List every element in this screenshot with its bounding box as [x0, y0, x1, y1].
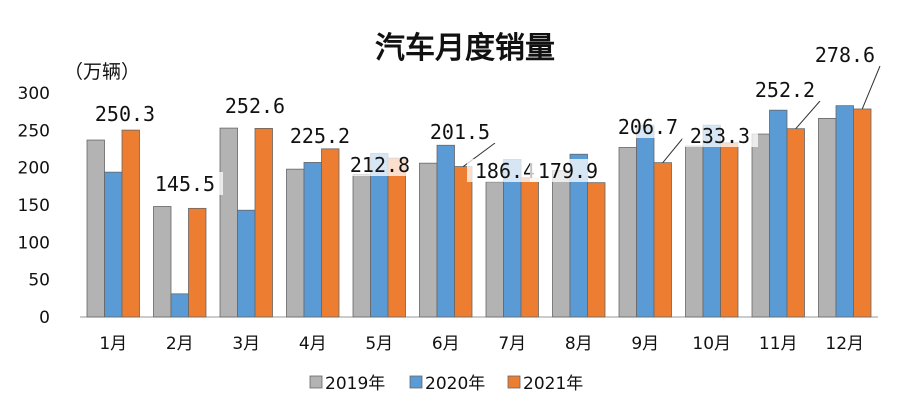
bar-2021年-6月	[454, 166, 473, 318]
leader-line	[861, 65, 881, 110]
data-label-6月: 201.5	[430, 120, 490, 144]
bar-2021年-2月	[188, 207, 207, 318]
legend-swatch	[309, 375, 323, 389]
bar-2020年-7月	[503, 159, 522, 318]
x-tick-label: 11月	[759, 334, 798, 354]
x-tick-label: 6月	[432, 334, 460, 354]
bar-2020年-9月	[636, 124, 655, 318]
legend-label: 2019年	[325, 374, 385, 394]
leader-line	[662, 137, 684, 163]
bar-2021年-8月	[587, 182, 606, 318]
data-label-1月: 250.3	[95, 102, 155, 126]
bar-2019年-2月	[153, 206, 172, 318]
data-label-bg	[147, 172, 223, 195]
bar-2021年-1月	[121, 129, 140, 318]
bar-2019年-11月	[751, 133, 770, 318]
bar-2020年-1月	[104, 171, 123, 318]
x-tick-label: 4月	[299, 334, 327, 354]
data-label-3月: 252.6	[225, 94, 285, 118]
data-label-bg	[467, 159, 543, 182]
bar-2019年-3月	[219, 127, 238, 318]
data-label-bg	[422, 120, 498, 143]
y-unit-label: （万辆）	[64, 61, 140, 83]
bar-2021年-11月	[786, 128, 805, 318]
data-label-5月: 212.8	[350, 153, 410, 177]
data-label-7月: 186.4	[475, 159, 535, 183]
leader-line	[795, 100, 821, 130]
y-tick-label: 0	[39, 308, 50, 328]
x-tick-label: 7月	[498, 334, 526, 354]
y-axis-ticks: 0 50 100 150 200 250 300	[18, 84, 50, 328]
bar-2019年-4月	[286, 168, 305, 318]
data-label-bg	[807, 43, 883, 66]
data-label-9月: 206.7	[618, 115, 678, 139]
bar-2019年-7月	[485, 181, 504, 318]
x-tick-label: 9月	[631, 334, 659, 354]
data-label-bg	[610, 115, 686, 138]
bar-2019年-10月	[685, 145, 704, 318]
data-label-bg	[87, 102, 163, 125]
y-tick-label: 50	[28, 271, 50, 291]
bar-2019年-8月	[552, 170, 571, 318]
data-label-12月: 278.6	[815, 43, 875, 67]
bar-2020年-5月	[370, 153, 389, 318]
x-tick-label: 5月	[365, 334, 393, 354]
bar-2021年-10月	[720, 142, 739, 318]
data-label-bg	[747, 78, 823, 101]
data-label-bg	[282, 124, 358, 147]
bar-2021年-9月	[653, 162, 672, 318]
bar-2019年-1月	[86, 139, 105, 318]
chart-title: 汽车月度销量	[375, 31, 555, 66]
bar-2019年-12月	[818, 117, 837, 318]
data-label-11月: 252.2	[755, 78, 815, 102]
y-tick-label: 200	[18, 159, 50, 179]
bar-2020年-10月	[702, 124, 721, 318]
data-label-bg	[342, 153, 418, 176]
x-tick-label: 12月	[825, 334, 864, 354]
bar-2021年-4月	[321, 148, 340, 318]
bar-2020年-6月	[436, 144, 455, 318]
data-label-4月: 225.2	[290, 124, 350, 148]
bars-group	[86, 105, 872, 318]
bar-2021年-5月	[387, 157, 406, 318]
bar-2019年-9月	[618, 147, 637, 318]
data-label-bg	[682, 124, 758, 147]
legend-label: 2021年	[523, 374, 583, 394]
bar-2021年-7月	[520, 177, 539, 318]
data-label-2月: 145.5	[155, 172, 215, 196]
x-tick-label: 2月	[166, 334, 194, 354]
legend-label: 2020年	[425, 374, 485, 394]
legend-swatch	[507, 375, 521, 389]
x-axis-ticks: 1月 2月 3月 4月 5月 6月 7月 8月 9月 10月 11月 12月	[99, 334, 864, 354]
data-label-bg	[530, 159, 606, 182]
legend-swatch	[409, 375, 423, 389]
y-tick-label: 300	[18, 84, 50, 104]
bar-2019年-6月	[419, 162, 438, 318]
x-tick-label: 3月	[232, 334, 260, 354]
bar-2020年-4月	[303, 162, 322, 318]
y-tick-label: 150	[18, 196, 50, 216]
bar-2020年-11月	[769, 109, 788, 318]
y-tick-label: 100	[18, 233, 50, 253]
bar-2019年-5月	[352, 173, 371, 318]
x-tick-label: 8月	[565, 334, 593, 354]
legend: 2019年 2020年 2021年	[309, 374, 583, 394]
bar-2021年-12月	[853, 108, 872, 318]
data-label-bg	[217, 94, 293, 117]
bar-2021年-3月	[254, 127, 273, 318]
bar-2020年-2月	[170, 293, 189, 318]
bar-2020年-12月	[835, 105, 854, 318]
bar-2020年-3月	[237, 209, 256, 318]
data-label-8月: 179.9	[538, 159, 598, 183]
y-tick-label: 250	[18, 121, 50, 141]
x-tick-label: 10月	[692, 334, 731, 354]
data-label-10月: 233.3	[690, 124, 750, 148]
x-tick-label: 1月	[99, 334, 127, 354]
